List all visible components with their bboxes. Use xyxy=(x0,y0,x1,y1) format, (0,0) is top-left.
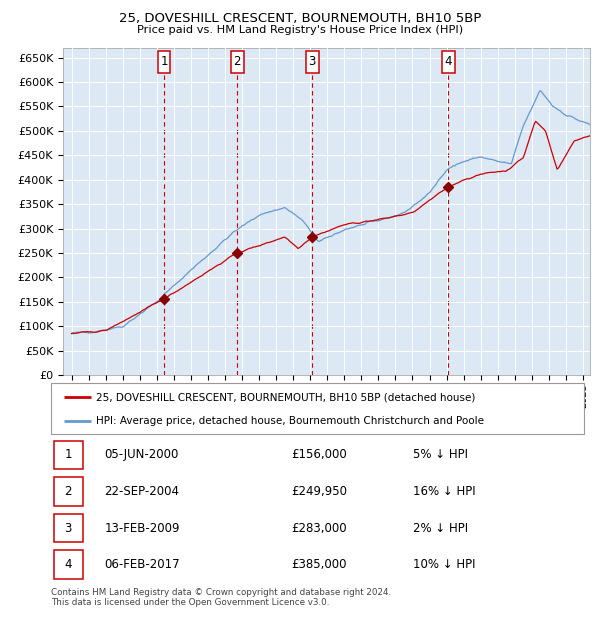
Text: 25, DOVESHILL CRESCENT, BOURNEMOUTH, BH10 5BP (detached house): 25, DOVESHILL CRESCENT, BOURNEMOUTH, BH1… xyxy=(96,392,476,402)
Text: 25, DOVESHILL CRESCENT, BOURNEMOUTH, BH10 5BP: 25, DOVESHILL CRESCENT, BOURNEMOUTH, BH1… xyxy=(119,12,481,25)
Text: This data is licensed under the Open Government Licence v3.0.: This data is licensed under the Open Gov… xyxy=(51,598,329,608)
FancyBboxPatch shape xyxy=(231,51,244,73)
Text: Contains HM Land Registry data © Crown copyright and database right 2024.: Contains HM Land Registry data © Crown c… xyxy=(51,588,391,597)
Text: 2: 2 xyxy=(233,55,241,68)
Text: £249,950: £249,950 xyxy=(291,485,347,498)
Text: 2: 2 xyxy=(65,485,72,498)
Text: 1: 1 xyxy=(160,55,168,68)
FancyBboxPatch shape xyxy=(306,51,319,73)
Text: 05-JUN-2000: 05-JUN-2000 xyxy=(104,448,179,461)
Text: 22-SEP-2004: 22-SEP-2004 xyxy=(104,485,179,498)
Text: 1: 1 xyxy=(65,448,72,461)
Text: 06-FEB-2017: 06-FEB-2017 xyxy=(104,558,180,571)
FancyBboxPatch shape xyxy=(442,51,455,73)
Text: £283,000: £283,000 xyxy=(291,521,346,534)
Text: 4: 4 xyxy=(445,55,452,68)
FancyBboxPatch shape xyxy=(53,441,83,469)
Text: 16% ↓ HPI: 16% ↓ HPI xyxy=(413,485,476,498)
Text: 13-FEB-2009: 13-FEB-2009 xyxy=(104,521,180,534)
FancyBboxPatch shape xyxy=(53,514,83,542)
Text: £156,000: £156,000 xyxy=(291,448,347,461)
Text: 3: 3 xyxy=(308,55,316,68)
Text: 4: 4 xyxy=(65,558,72,571)
Text: £385,000: £385,000 xyxy=(291,558,346,571)
Text: 3: 3 xyxy=(65,521,72,534)
FancyBboxPatch shape xyxy=(53,551,83,578)
FancyBboxPatch shape xyxy=(53,477,83,506)
Text: HPI: Average price, detached house, Bournemouth Christchurch and Poole: HPI: Average price, detached house, Bour… xyxy=(96,416,484,427)
Text: 2% ↓ HPI: 2% ↓ HPI xyxy=(413,521,469,534)
FancyBboxPatch shape xyxy=(51,383,584,434)
Text: 10% ↓ HPI: 10% ↓ HPI xyxy=(413,558,476,571)
FancyBboxPatch shape xyxy=(158,51,170,73)
Text: 5% ↓ HPI: 5% ↓ HPI xyxy=(413,448,469,461)
Text: Price paid vs. HM Land Registry's House Price Index (HPI): Price paid vs. HM Land Registry's House … xyxy=(137,25,463,35)
